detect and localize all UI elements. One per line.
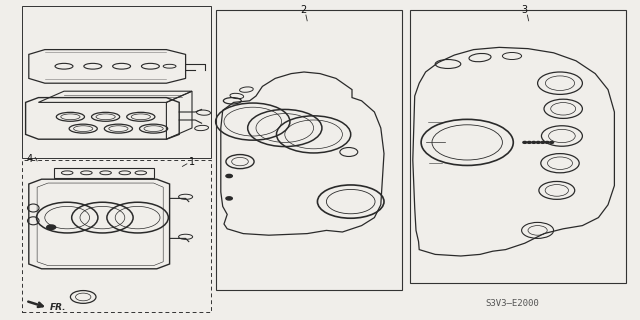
Bar (410, 10, 626, 283)
Bar (216, 10, 402, 290)
Text: 4: 4 (27, 154, 33, 164)
Text: FR.: FR. (50, 303, 67, 312)
Circle shape (550, 141, 554, 143)
Circle shape (226, 174, 232, 178)
Circle shape (226, 197, 232, 200)
Text: S3V3–E2000: S3V3–E2000 (485, 299, 539, 308)
Text: 1: 1 (189, 157, 195, 167)
Text: 3: 3 (522, 5, 528, 15)
Circle shape (47, 225, 56, 229)
Circle shape (532, 141, 536, 143)
Bar (54, 168, 154, 178)
Text: 2: 2 (300, 5, 307, 15)
Circle shape (527, 141, 531, 143)
Circle shape (523, 141, 527, 143)
Bar (22, 6, 211, 158)
Circle shape (545, 141, 549, 143)
Bar (22, 160, 211, 312)
Circle shape (536, 141, 540, 143)
Circle shape (541, 141, 545, 143)
